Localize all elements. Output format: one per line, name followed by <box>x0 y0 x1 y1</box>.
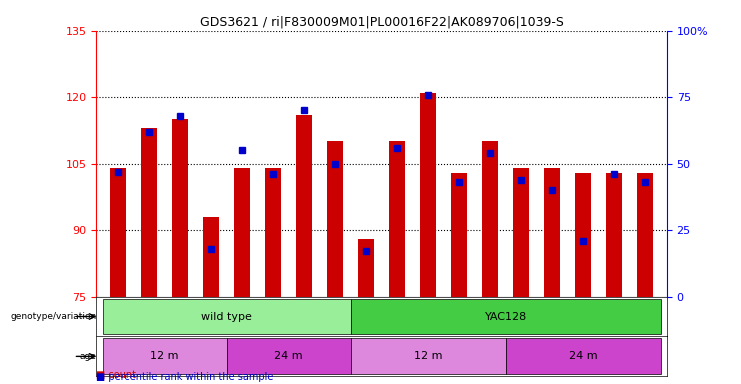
Text: ■ percentile rank within the sample: ■ percentile rank within the sample <box>96 372 273 382</box>
Title: GDS3621 / ri|F830009M01|PL00016F22|AK089706|1039-S: GDS3621 / ri|F830009M01|PL00016F22|AK089… <box>199 15 564 28</box>
Text: genotype/variation: genotype/variation <box>10 312 96 321</box>
Bar <box>234 168 250 296</box>
Bar <box>482 141 498 296</box>
Bar <box>576 172 591 296</box>
Bar <box>265 168 281 296</box>
Bar <box>389 141 405 296</box>
Bar <box>142 128 157 296</box>
Bar <box>637 172 653 296</box>
Bar <box>420 93 436 296</box>
Bar <box>102 299 350 334</box>
Text: wild type: wild type <box>201 311 252 321</box>
Bar <box>451 172 467 296</box>
Bar <box>296 115 312 296</box>
Text: YAC128: YAC128 <box>485 311 527 321</box>
Bar <box>545 168 560 296</box>
Bar <box>514 168 529 296</box>
Text: ■ count: ■ count <box>96 370 136 380</box>
Text: 12 m: 12 m <box>414 351 442 361</box>
Text: 24 m: 24 m <box>274 351 303 361</box>
Bar <box>606 172 622 296</box>
Bar <box>173 119 187 296</box>
Bar <box>203 217 219 296</box>
Text: 24 m: 24 m <box>569 351 597 361</box>
Bar <box>350 338 505 374</box>
Text: 12 m: 12 m <box>150 351 179 361</box>
Bar <box>328 141 343 296</box>
Bar <box>227 338 350 374</box>
Bar <box>110 168 126 296</box>
Text: age: age <box>79 352 96 361</box>
Bar <box>359 239 374 296</box>
Bar <box>505 338 661 374</box>
Bar <box>102 338 227 374</box>
Bar <box>350 299 661 334</box>
